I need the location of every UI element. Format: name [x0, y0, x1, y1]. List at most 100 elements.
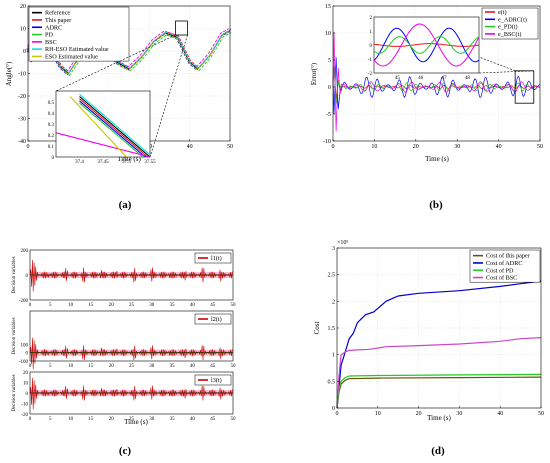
- panel-d-ytick-3: 1.5: [328, 326, 336, 332]
- panel-b-ylabel: Error(°): [310, 62, 318, 85]
- panel-a-ytick-4: 0: [23, 49, 26, 55]
- panel-c-ytick-3-2: 0: [26, 392, 29, 397]
- panel-a-inset-xtick-3: 37.55: [144, 160, 156, 165]
- panel-d-series-3: [336, 337, 542, 409]
- panel-c-xtick-1-1: 5: [49, 303, 52, 308]
- panel-b-inset-ytick-3: 1: [370, 30, 373, 35]
- panel-d-xtick-4: 40: [497, 411, 503, 417]
- panel-b-xlabel: Time (s): [425, 155, 449, 163]
- panel-a-inset-line-2: [79, 100, 146, 158]
- panel-b-inset-ytick-2: 0: [370, 44, 373, 49]
- panel-a-legend-label-2: ADRC: [45, 24, 62, 31]
- panel-a-inset-ytick-5: 0.5: [48, 101, 55, 106]
- panel-a-legend-label-3: PD: [45, 32, 53, 39]
- panel-c-xtick-1-8: 40: [190, 303, 196, 308]
- panel-c-xtick-2-5: 25: [129, 364, 135, 369]
- panel-c-axes-3: [29, 371, 234, 415]
- panel-b-zoom-connector-2: [478, 70, 534, 74]
- panel-d-exponent: ×10⁵: [337, 240, 348, 246]
- panel-c-xlabel: Time (s): [124, 418, 148, 426]
- panel-c-ytick-2-2: 100: [21, 343, 29, 348]
- panel-b-inset-line-1: [373, 27, 480, 63]
- panel-c-xtick-1-0: 0: [29, 303, 32, 308]
- panel-b-series-1: [332, 57, 541, 115]
- panel-b-ytick-1: -5: [326, 112, 331, 118]
- panel-b-legend-label-2: e_PD(t): [498, 24, 518, 31]
- panel-c-ytick-2-1: 0: [26, 352, 29, 357]
- panel-b-legend: e(t)e_ADRC(t)e_PD(t)e_BSC(t): [481, 7, 539, 40]
- panel-d-ylabel: Cost: [313, 322, 321, 335]
- panel-a-legend-label-5: RH-ESO Estimated value: [45, 46, 109, 53]
- panel-c-ylabel-1: Decision variables: [12, 256, 17, 293]
- panel-c-legend-box-1: [194, 252, 232, 264]
- panel-b-xtick-2: 20: [413, 144, 419, 150]
- panel-c-xtick-3-0: 0: [29, 417, 32, 422]
- panel-c-xtick-1-7: 35: [170, 303, 176, 308]
- panel-d-series-0: [336, 376, 542, 409]
- panel-a-inset-line-4: [55, 132, 151, 158]
- panel-b-ytick-4: 10: [325, 31, 331, 37]
- panel-a-series-5: [27, 26, 231, 74]
- panel-d-series-2: [336, 373, 542, 409]
- panel-d-legend-label-2: Cost of PD: [486, 267, 514, 274]
- panel-c-xtick-2-6: 30: [149, 364, 155, 369]
- panel-a-xtick-4: 40: [187, 144, 193, 150]
- panel-b-xtick-1: 10: [371, 144, 377, 150]
- panel-c-xtick-3-10: 50: [231, 417, 237, 422]
- panel-a-inset: 37.4 37.45 37.5 37.55 0 0.1 0.2 0.3 0.4 0.5: [48, 20, 188, 165]
- panel-c-axes-1: [29, 249, 234, 301]
- panel-b-inset-ytick-4: 2: [370, 16, 373, 21]
- panel-d-series-1: [336, 280, 542, 409]
- panel-c-xtick-2-3: 15: [88, 364, 94, 369]
- panel-b-xtick-4: 40: [496, 144, 502, 150]
- panel-b-xtick-5: 50: [537, 144, 543, 150]
- panel-d-xtick-0: 0: [336, 411, 339, 417]
- panel-b-xtick-3: 30: [454, 144, 460, 150]
- panel-c-xtick-1-6: 30: [149, 303, 155, 308]
- panel-a-inset-line-6: [69, 96, 127, 158]
- panel-a-series-6: [27, 28, 230, 75]
- panel-a-inset-ytick-1: 0.1: [48, 145, 55, 150]
- panel-b-inset-xtick-0: 45: [395, 76, 401, 81]
- panel-b-inset-line-2: [373, 36, 480, 54]
- panel-c-xtick-1-5: 25: [129, 303, 135, 308]
- panel-c-xtick-1-2: 10: [68, 303, 74, 308]
- panel-a-xtick-5: 50: [227, 144, 233, 150]
- panel-d-ytick-4: 2: [332, 299, 335, 305]
- panel-c-xtick-1-3: 15: [88, 303, 94, 308]
- panel-b-ytick-0: -10: [323, 139, 331, 145]
- panel-c-xtick-2-10: 50: [231, 364, 237, 369]
- panel-b-zoom-box: [514, 70, 535, 104]
- panel-a-ytick-1: -30: [18, 117, 26, 123]
- panel-a-ytick-6: 20: [20, 4, 26, 10]
- panel-d-legend-label-3: Cost of BSC: [486, 275, 517, 282]
- panel-d: 0 10 20 30 40 50 0 0.5 1 1.5 2 2.5 3 ×10⁵ Time (s) C…: [313, 240, 544, 457]
- panel-a-xtick-0: 0: [27, 144, 30, 150]
- panel-c-ytick-3-0: -20: [21, 413, 28, 418]
- panel-b-zoom-connector-1: [373, 16, 516, 72]
- panel-b-legend-label-0: e(t): [498, 9, 507, 16]
- panel-a-legend-box: [28, 6, 130, 62]
- panel-d-signals: [336, 280, 542, 409]
- panel-b-ytick-2: 0: [328, 85, 331, 91]
- panel-c-xtick-2-7: 35: [170, 364, 176, 369]
- panel-d-ytick-1: 0.5: [328, 379, 336, 385]
- panel-c-xtick-2-2: 10: [68, 364, 74, 369]
- panel-a-inset-line-5: [79, 93, 151, 156]
- panel-c-xtick-3-3: 15: [88, 417, 94, 422]
- panel-c-xtick-3-5: 25: [129, 417, 135, 422]
- panel-a-inset-ytick-2: 0.2: [48, 134, 55, 139]
- panel-c-xtick-1-9: 45: [210, 303, 216, 308]
- panel-d-legend-label-1: Cost of ADRC: [486, 260, 522, 267]
- panel-b-inset-xtick-2: 47: [442, 76, 448, 81]
- panel-b-inset-xtick-3: 48: [465, 76, 471, 81]
- panel-b-signals: [332, 32, 541, 132]
- panel-c-xtick-3-1: 5: [49, 417, 52, 422]
- panel-c-ytick-2-0: -100: [19, 360, 29, 365]
- panel-b-inset-line-0: [373, 43, 480, 47]
- panel-c-legend-box-3: [194, 374, 232, 386]
